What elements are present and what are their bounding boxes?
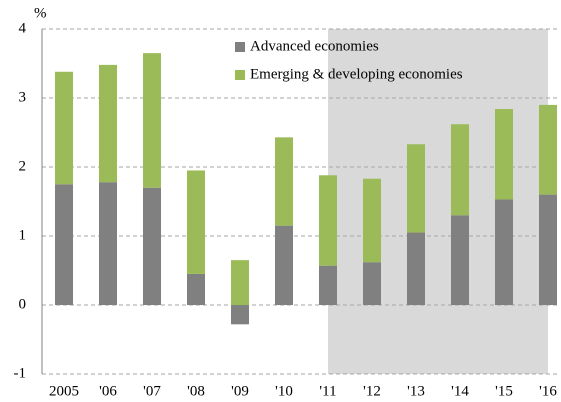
x-tick-label: '09	[231, 383, 249, 399]
bar-segment	[451, 215, 469, 305]
y-tick-label: 4	[19, 20, 27, 36]
bar-segment	[275, 225, 293, 305]
bar-segment	[495, 109, 513, 200]
x-tick-label: '06	[99, 383, 117, 399]
bar-segment	[363, 178, 381, 263]
legend-label: Advanced economies	[250, 38, 379, 54]
bar-segment	[495, 199, 513, 305]
bar-segment	[187, 273, 205, 305]
bar-segment	[539, 194, 557, 305]
bar-segment	[319, 175, 337, 266]
x-tick-label: '08	[187, 383, 205, 399]
x-tick-label: '11	[319, 383, 336, 399]
bar-segment	[55, 184, 73, 305]
x-tick-label: '15	[495, 383, 513, 399]
y-tick-label: 0	[19, 296, 27, 312]
y-axis-label: %	[34, 5, 47, 21]
bar-segment	[143, 53, 161, 188]
bar-segment	[451, 124, 469, 216]
bar-segment	[99, 64, 117, 183]
bar-segment	[99, 182, 117, 305]
legend-label: Emerging & developing economies	[250, 66, 463, 82]
legend-swatch	[235, 42, 245, 52]
bar-segment	[231, 260, 249, 305]
bar-segment	[275, 137, 293, 226]
bar-segment	[539, 104, 557, 195]
x-tick-label: '13	[407, 383, 425, 399]
x-tick-label: 2005	[49, 383, 79, 399]
x-tick-label: '14	[451, 383, 469, 399]
y-tick-label: 2	[19, 158, 27, 174]
x-tick-label: '07	[143, 383, 161, 399]
bar-segment	[319, 265, 337, 305]
x-tick-label: '10	[275, 383, 293, 399]
legend-swatch	[235, 70, 245, 80]
y-tick-label: 1	[19, 227, 27, 243]
x-tick-label: '16	[539, 383, 557, 399]
bar-segment	[187, 170, 205, 274]
y-tick-label: -1	[14, 365, 27, 381]
bar-segment	[363, 262, 381, 305]
bar-segment	[407, 144, 425, 233]
bar-segment	[55, 71, 73, 185]
bar-segment	[143, 187, 161, 305]
x-tick-label: '12	[363, 383, 381, 399]
bar-segment	[407, 232, 425, 305]
bar-segment	[231, 305, 249, 325]
y-tick-label: 3	[19, 89, 27, 105]
